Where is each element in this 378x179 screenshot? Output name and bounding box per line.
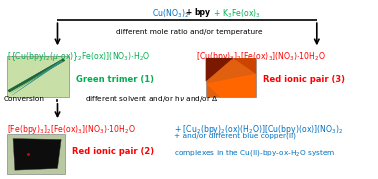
Text: Red ionic pair (2): Red ionic pair (2) xyxy=(72,147,155,156)
Text: Red ionic pair (3): Red ionic pair (3) xyxy=(263,75,345,84)
FancyBboxPatch shape xyxy=(8,134,65,174)
Text: Cu(NO$_3$)$_2$: Cu(NO$_3$)$_2$ xyxy=(152,8,189,20)
Text: complexes in the Cu(II)-bpy-ox-H$_2$O system: complexes in the Cu(II)-bpy-ox-H$_2$O sy… xyxy=(174,148,336,158)
Polygon shape xyxy=(233,58,256,74)
Text: + [Cu$_2$(bpy)$_2$(ox)(H$_2$O)][Cu(bpy)(ox)](NO$_3$)$_2$: + [Cu$_2$(bpy)$_2$(ox)(H$_2$O)][Cu(bpy)(… xyxy=(174,123,344,136)
Text: Conversion: Conversion xyxy=(4,96,45,102)
Text: +: + xyxy=(183,8,195,17)
Polygon shape xyxy=(11,61,61,96)
Text: different mole ratio and/or temperature: different mole ratio and/or temperature xyxy=(116,29,262,35)
Text: [{Cu(bpy)$_2$($\mu$-ox)}$_2$Fe(ox)](NO$_3$)$\cdot$H$_2$O: [{Cu(bpy)$_2$($\mu$-ox)}$_2$Fe(ox)](NO$_… xyxy=(8,50,151,63)
Text: Green trimer (1): Green trimer (1) xyxy=(76,75,154,84)
Text: [Fe(bpy)$_3$]$_2$[Fe(ox)$_3$](NO$_3$)$\cdot$10H$_2$O: [Fe(bpy)$_3$]$_2$[Fe(ox)$_3$](NO$_3$)$\c… xyxy=(8,123,136,136)
Polygon shape xyxy=(206,58,233,82)
FancyBboxPatch shape xyxy=(8,56,69,97)
Text: + and/or different blue copper(II): + and/or different blue copper(II) xyxy=(174,132,296,139)
Polygon shape xyxy=(206,74,256,97)
FancyBboxPatch shape xyxy=(206,58,256,97)
Text: bpy: bpy xyxy=(194,8,210,17)
Text: different solvent and/or h$\nu$ and/or $\Delta$: different solvent and/or h$\nu$ and/or $… xyxy=(85,94,219,104)
Polygon shape xyxy=(8,59,65,92)
Text: [Cu(bpy)$_3$]$_2$[Fe(ox)$_3$](NO$_3$)$\cdot$10H$_2$O: [Cu(bpy)$_3$]$_2$[Fe(ox)$_3$](NO$_3$)$\c… xyxy=(197,50,327,63)
Polygon shape xyxy=(13,139,61,170)
Text: + K$_3$Fe(ox)$_3$: + K$_3$Fe(ox)$_3$ xyxy=(211,8,261,20)
Polygon shape xyxy=(9,61,63,94)
